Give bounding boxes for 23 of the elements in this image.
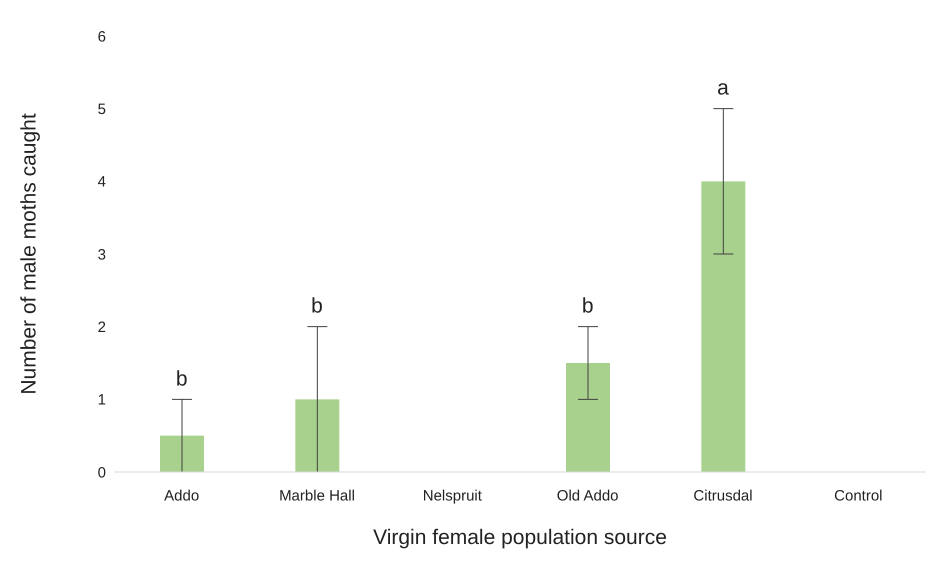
y-tick-label: 6: [98, 28, 106, 46]
y-tick-label: 1: [98, 392, 106, 409]
y-axis-title: Number of male moths caught: [17, 113, 40, 395]
x-tick-label: Old Addo: [556, 488, 619, 505]
annotation: b: [176, 367, 188, 390]
y-tick-label: 2: [98, 318, 106, 336]
x-tick-label: Citrusdal: [693, 488, 753, 505]
x-tick-label: Control: [834, 488, 883, 505]
bar: [295, 399, 340, 472]
y-tick-label: 0: [98, 464, 106, 482]
bar: [160, 436, 204, 472]
y-tick-label: 3: [98, 246, 106, 264]
x-tick-label: Nelspruit: [422, 488, 483, 505]
x-axis-title: Virgin female population source: [373, 526, 667, 549]
annotation: b: [311, 294, 323, 318]
y-tick-label: 4: [98, 174, 106, 191]
x-tick-label: Marble Hall: [279, 488, 355, 505]
y-tick-label: 5: [98, 100, 106, 118]
annotation: b: [582, 294, 594, 318]
annotation: a: [717, 76, 730, 100]
bar: [566, 363, 610, 472]
bar: [701, 181, 746, 472]
x-tick-label: Addo: [164, 488, 200, 505]
